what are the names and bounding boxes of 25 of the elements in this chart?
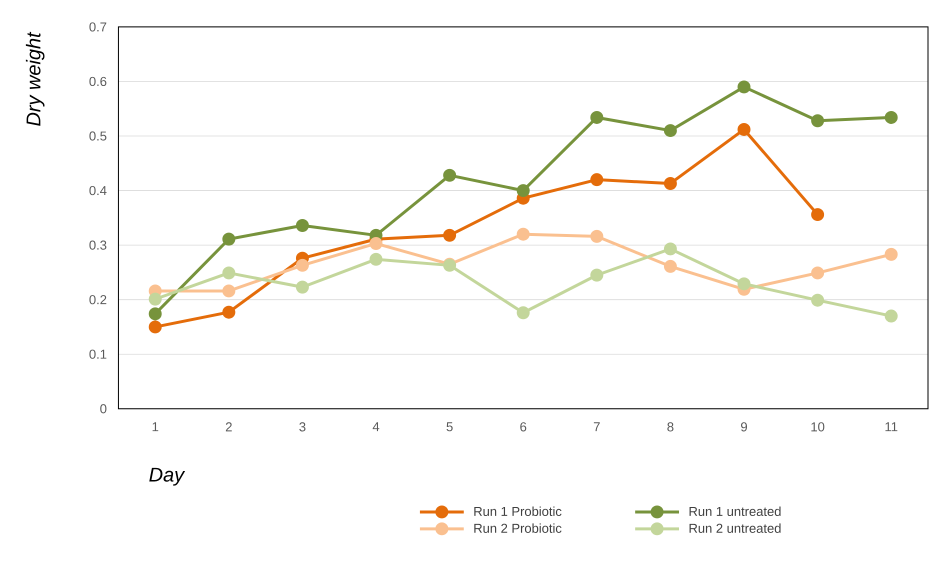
y-tick-label: 0.7	[89, 22, 106, 32]
x-tick-label: 6	[520, 422, 526, 432]
y-tick-label: 0.5	[89, 131, 106, 140]
legend-label: Run 1 Probiotic	[474, 506, 562, 516]
y-tick-label: 0.4	[89, 186, 107, 195]
x-axis-title: Day	[149, 468, 186, 486]
y-tick-label: 0	[100, 404, 106, 414]
x-tick-label: 11	[885, 422, 898, 432]
x-tick-label: 1	[152, 422, 158, 432]
x-tick-label: 2	[226, 422, 232, 432]
x-tick-label: 10	[811, 422, 824, 432]
legend-label: Run 2 untreated	[690, 523, 781, 533]
y-tick-label: 0.6	[89, 76, 106, 86]
y-tick-label: 0.1	[89, 349, 106, 359]
y-axis-title: Dry weight	[26, 32, 44, 126]
x-tick-label: 4	[372, 422, 380, 432]
y-tick-label: 0.2	[89, 294, 106, 304]
x-tick-label: 7	[594, 422, 600, 432]
y-tick-label: 0.3	[89, 240, 106, 250]
x-tick-label: 3	[299, 422, 306, 432]
legend-label: Run 1 untreated	[690, 506, 781, 516]
x-tick-label: 9	[741, 422, 748, 432]
x-tick-label: 5	[446, 422, 453, 432]
legend-label: Run 2 Probiotic	[474, 523, 562, 533]
x-tick-label: 8	[667, 422, 674, 432]
